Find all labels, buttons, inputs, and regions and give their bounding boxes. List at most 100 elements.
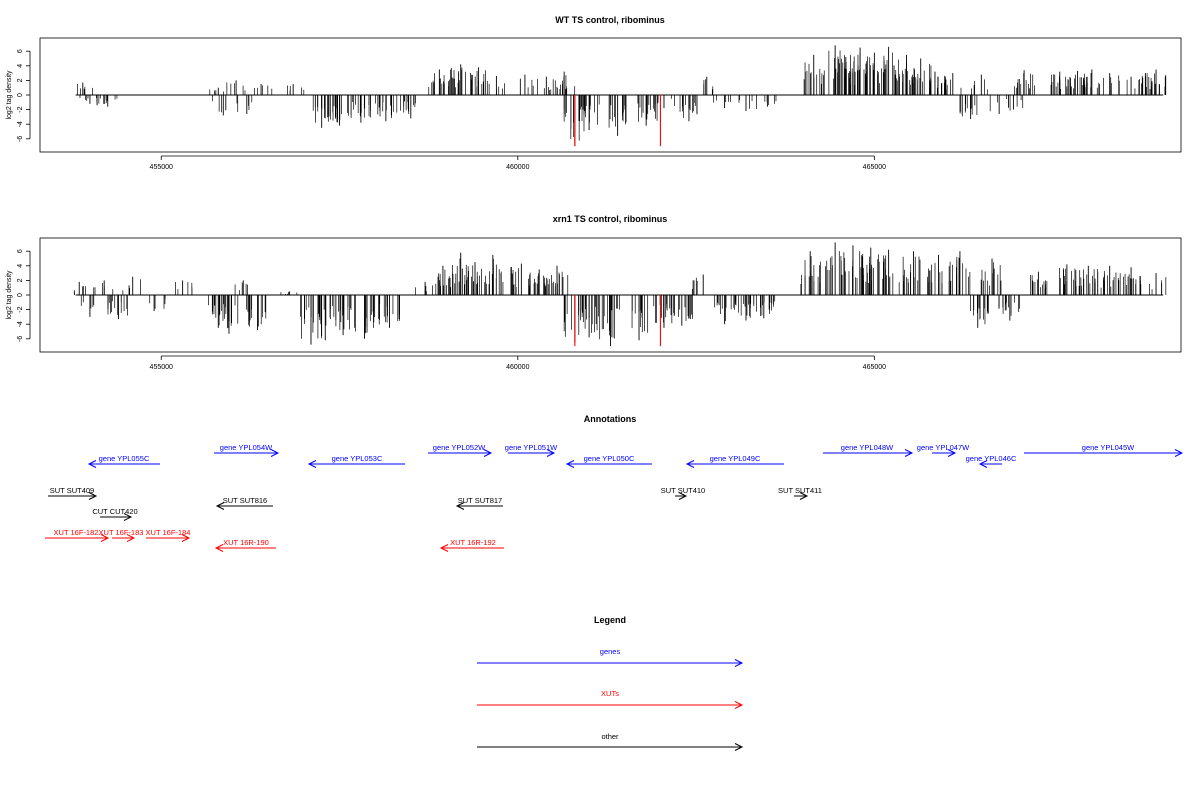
arrow-head [483,449,493,457]
y-tick-label: 4 [17,64,24,68]
y-tick-label: 2 [17,278,24,282]
legend-label-gene: genes [600,647,621,656]
annotation-arrow-xut [146,534,191,542]
annotation-arrow-gene [932,449,957,457]
xrn1-y-axis-label: log2 tag density [6,270,13,320]
legend-arrow-xut [477,701,744,709]
annotation-arrow-other [48,492,98,500]
annotation-arrow-gene [565,460,652,468]
annotation-label-gene: gene YPL046C [966,454,1017,463]
annotation-label-gene: gene YPL049C [710,454,761,463]
legend-label-other: other [601,732,619,741]
arrow-head [181,534,191,542]
annotation-label-gene: gene YPL054W [220,443,273,452]
annotation-arrow-gene [508,449,556,457]
annotation-label-gene: gene YPL052W [433,443,486,452]
xrn1-plot-frame [39,237,1182,353]
arrow-head [455,502,465,510]
y-tick-label: -2 [17,306,24,312]
y-tick-label: 0 [17,293,24,297]
arrow-head [734,659,744,667]
annotation-arrow-other [675,492,688,500]
arrow-head [307,460,317,468]
wt-signal-marks [75,45,1167,147]
annotation-arrow-gene [214,449,280,457]
annotation-arrow-gene [87,460,160,468]
arrow-head [978,460,988,468]
y-tick-label: 2 [17,78,24,82]
annotation-label-gene: gene YPL050C [584,454,635,463]
wt-y-axis-label: log2 tag density [6,70,13,120]
wt-plot-frame [39,37,1182,153]
annotation-label-gene: gene YPL047W [917,443,970,452]
legend-arrow-other [477,743,744,751]
y-tick-label: 6 [17,249,24,253]
arrow-head [214,544,224,552]
x-tick-label: 460000 [506,164,529,171]
arrow-head [100,534,110,542]
y-tick-label: -6 [17,136,24,142]
arrow-head [270,449,280,457]
annotation-label-xut: XUT 16R-190 [223,538,269,547]
y-tick-label: 0 [17,93,24,97]
annotation-label-gene: gene YPL055C [99,454,150,463]
arrow-head [1174,449,1184,457]
x-tick-label: 455000 [150,164,173,171]
annotation-label-gene: gene YPL051W [505,443,558,452]
arrow-head [123,513,133,521]
y-tick-label: -2 [17,106,24,112]
x-tick-label: 465000 [863,164,886,171]
annotations-title: Annotations [584,414,637,424]
arrow-head [565,460,575,468]
annotation-label-other: SUT SUT409 [50,486,94,495]
xrn1-coverage-panel: xrn1 TS control, ribominus log2 tag dens… [6,214,1182,371]
arrow-head [904,449,914,457]
annotation-label-xut: XUT 16R-192 [450,538,496,547]
annotation-arrow-other [100,513,133,521]
xrn1-signal-marks [73,242,1167,347]
legend-title: Legend [594,615,626,625]
wt-axes: -6 -4 -2 0 2 4 6 455000 460000 465000 [17,49,886,171]
xrn1-panel-title: xrn1 TS control, ribominus [553,214,668,224]
legend-label-xut: XUTs [601,689,619,698]
arrow-head [126,534,136,542]
arrow-head [215,502,225,510]
annotation-label-other: SUT SUT411 [778,486,822,495]
y-tick-label: 4 [17,264,24,268]
annotations-panel: Annotations gene YPL055C gene YPL054W gene… [45,414,1184,552]
annotation-label-xut: XUT 16F-183 [99,528,144,537]
arrow-head [734,701,744,709]
annotation-arrow-xut [439,544,504,552]
wt-panel-title: WT TS control, ribominus [555,15,665,25]
annotation-label-gene: gene YPL048W [841,443,894,452]
y-tick-label: -6 [17,336,24,342]
annotation-label-gene: gene YPL053C [332,454,383,463]
annotation-label-other: SUT SUT816 [223,496,267,505]
annotation-arrow-gene [685,460,784,468]
annotation-arrow-other [215,502,273,510]
arrow-head [947,449,957,457]
legend-panel: Legend genes XUTs other [477,615,744,751]
xrn1-axes: -6 -4 -2 0 2 4 6 455000 460000 465000 [17,249,886,371]
annotation-arrow-gene [428,449,493,457]
annotation-label-gene: gene YPL045W [1082,443,1135,452]
wt-coverage-panel: WT TS control, ribominus log2 tag densit… [6,15,1182,171]
annotation-label-other: CUT CUT420 [92,507,137,516]
arrow-head [87,460,97,468]
arrow-head [685,460,695,468]
x-tick-label: 465000 [863,364,886,371]
annotation-arrow-gene [307,460,405,468]
y-tick-label: -4 [17,321,24,327]
arrow-head [546,449,556,457]
annotation-label-xut: XUT 16F-182 [54,528,99,537]
y-tick-label: -4 [17,121,24,127]
annotation-arrow-gene [1024,449,1184,457]
annotation-arrow-gene [978,460,1002,468]
arrow-head [439,544,449,552]
arrow-head [88,492,98,500]
annotation-arrow-other [455,502,503,510]
arrow-head [799,492,809,500]
annotation-arrow-xut [214,544,276,552]
annotation-arrow-xut [112,534,136,542]
